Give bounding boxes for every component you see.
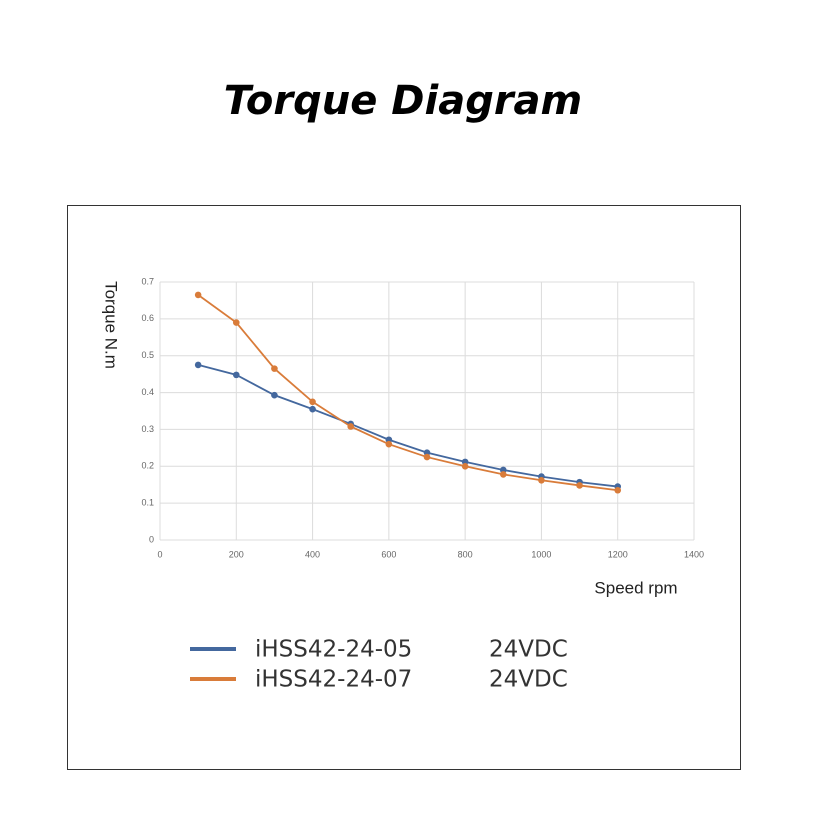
data-point bbox=[614, 486, 622, 494]
data-point bbox=[385, 440, 393, 448]
data-point bbox=[232, 371, 240, 379]
x-axis-title: Speed rpm bbox=[594, 578, 677, 597]
y-tick-label: 0.1 bbox=[141, 498, 154, 508]
data-point bbox=[194, 291, 202, 299]
series-line bbox=[197, 294, 618, 492]
x-tick-label: 400 bbox=[305, 549, 320, 559]
legend-label: iHSS42-24-07 bbox=[255, 667, 412, 693]
x-tick-label: 1400 bbox=[684, 549, 704, 559]
data-point bbox=[461, 462, 469, 470]
x-tick-label: 600 bbox=[381, 549, 396, 559]
x-tick-label: 800 bbox=[458, 549, 473, 559]
x-tick-label: 0 bbox=[157, 549, 162, 559]
data-point bbox=[538, 476, 545, 484]
data-point bbox=[232, 319, 240, 326]
chart-title: Torque Diagram bbox=[224, 78, 582, 124]
data-point bbox=[271, 365, 278, 372]
data-point bbox=[194, 361, 202, 369]
data-point bbox=[271, 391, 278, 399]
legend-label: iHSS42-24-05 bbox=[255, 637, 412, 663]
data-point bbox=[347, 423, 355, 430]
series-line bbox=[197, 364, 618, 488]
data-point bbox=[423, 453, 431, 461]
x-tick-label: 200 bbox=[229, 549, 244, 559]
y-tick-label: 0.3 bbox=[141, 424, 154, 434]
legend-note: 24VDC bbox=[489, 667, 568, 693]
legend-note: 24VDC bbox=[489, 637, 568, 663]
chart-frame bbox=[67, 205, 741, 770]
x-tick-label: 1000 bbox=[531, 549, 551, 559]
y-tick-label: 0.4 bbox=[141, 387, 154, 397]
y-tick-label: 0 bbox=[149, 534, 154, 544]
data-point bbox=[499, 471, 507, 478]
y-axis-title: Torque N.m bbox=[102, 281, 121, 369]
data-point bbox=[309, 398, 316, 406]
y-tick-label: 0.6 bbox=[141, 313, 154, 323]
data-point bbox=[309, 405, 316, 413]
data-point bbox=[576, 482, 583, 489]
y-tick-label: 0.7 bbox=[141, 276, 154, 286]
y-tick-label: 0.5 bbox=[141, 350, 154, 360]
y-tick-label: 0.2 bbox=[141, 461, 154, 471]
x-tick-label: 1200 bbox=[608, 549, 628, 559]
